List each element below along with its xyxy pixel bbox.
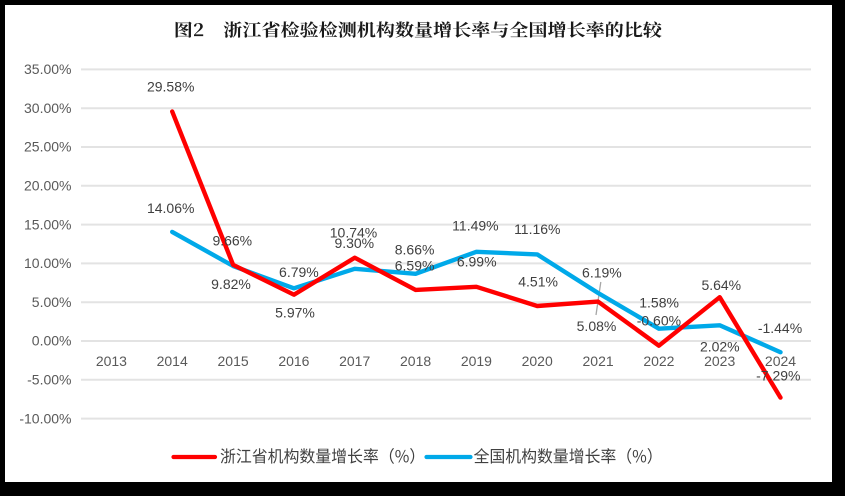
svg-text:2018: 2018 xyxy=(400,353,431,369)
svg-text:8.66%: 8.66% xyxy=(395,241,435,257)
svg-text:35.00%: 35.00% xyxy=(24,61,71,77)
svg-text:14.06%: 14.06% xyxy=(147,200,194,216)
svg-text:2021: 2021 xyxy=(583,353,614,369)
svg-text:-7.29%: -7.29% xyxy=(756,368,800,384)
svg-text:2014: 2014 xyxy=(157,353,188,369)
svg-text:6.59%: 6.59% xyxy=(395,258,435,274)
svg-text:5.64%: 5.64% xyxy=(701,277,741,293)
svg-text:2016: 2016 xyxy=(278,353,309,369)
svg-text:2023: 2023 xyxy=(704,353,735,369)
svg-text:4.51%: 4.51% xyxy=(518,274,558,290)
svg-text:9.30%: 9.30% xyxy=(334,235,374,251)
svg-text:2.02%: 2.02% xyxy=(700,339,740,355)
svg-text:2017: 2017 xyxy=(339,353,370,369)
svg-text:2024: 2024 xyxy=(765,353,796,369)
svg-text:20.00%: 20.00% xyxy=(24,178,71,194)
svg-text:-5.00%: -5.00% xyxy=(27,372,71,388)
svg-text:-0.60%: -0.60% xyxy=(637,313,681,329)
svg-text:-1.44%: -1.44% xyxy=(758,320,802,336)
svg-text:9.82%: 9.82% xyxy=(211,276,251,292)
svg-text:6.79%: 6.79% xyxy=(279,264,319,280)
svg-text:10.00%: 10.00% xyxy=(24,255,71,271)
svg-text:2015: 2015 xyxy=(218,353,249,369)
svg-text:2022: 2022 xyxy=(643,353,674,369)
svg-text:9.66%: 9.66% xyxy=(212,233,252,249)
svg-text:2020: 2020 xyxy=(522,353,553,369)
svg-text:2019: 2019 xyxy=(461,353,492,369)
svg-text:25.00%: 25.00% xyxy=(24,139,71,155)
svg-text:-10.00%: -10.00% xyxy=(19,410,71,426)
svg-text:29.58%: 29.58% xyxy=(147,78,194,94)
svg-text:11.16%: 11.16% xyxy=(514,221,560,237)
svg-text:11.49%: 11.49% xyxy=(452,218,498,234)
svg-text:0.00%: 0.00% xyxy=(32,333,72,349)
svg-text:6.19%: 6.19% xyxy=(582,264,622,280)
svg-text:10.74%: 10.74% xyxy=(330,225,377,241)
svg-text:15.00%: 15.00% xyxy=(24,216,71,232)
svg-text:5.00%: 5.00% xyxy=(32,294,72,310)
svg-text:5.97%: 5.97% xyxy=(275,304,315,320)
svg-text:6.99%: 6.99% xyxy=(457,254,497,270)
svg-text:30.00%: 30.00% xyxy=(24,100,71,116)
svg-text:2013: 2013 xyxy=(96,353,127,369)
svg-text:1.58%: 1.58% xyxy=(639,294,679,310)
svg-text:5.08%: 5.08% xyxy=(577,318,617,334)
